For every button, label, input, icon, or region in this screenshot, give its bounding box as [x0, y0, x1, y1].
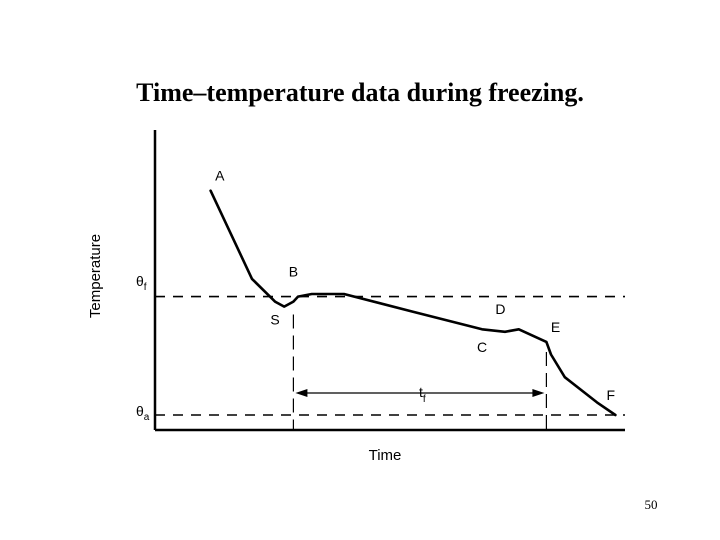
point-label-s: S [270, 311, 279, 327]
tf-label: tf [419, 384, 426, 405]
arrow-left-head [295, 389, 308, 397]
x-axis-title: Time [369, 447, 402, 464]
point-label-b: B [289, 263, 298, 279]
slide-title: Time–temperature data during freezing. [136, 78, 584, 107]
arrow-right-head [532, 389, 545, 397]
theta-f-label: θf [136, 273, 147, 293]
point-label-a: A [215, 168, 225, 184]
y-axis-title: Temperature [87, 234, 104, 318]
point-label-d: D [495, 301, 505, 317]
point-label-e: E [551, 319, 560, 335]
point-labels: A B S D C E F [215, 168, 615, 403]
point-label-f: F [607, 387, 616, 403]
point-label-c: C [477, 339, 487, 355]
theta-a-label: θa [136, 403, 150, 423]
page-number: 50 [644, 497, 658, 512]
freezing-curve [209, 189, 617, 417]
